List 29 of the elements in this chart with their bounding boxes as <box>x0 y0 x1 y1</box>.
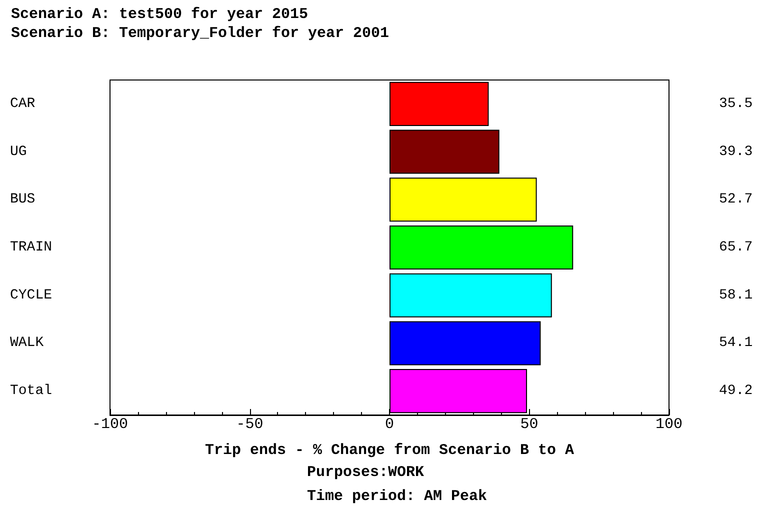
y-tick-label: CYCLE <box>10 287 52 304</box>
y-tick-label: BUS <box>10 192 36 208</box>
data-label: 49.2 <box>719 383 753 400</box>
text: Purposes:WORK <box>307 464 424 481</box>
x-tick-label: -50 <box>236 416 264 433</box>
chart-title: Scenario A: test500 for year 2015 <box>11 6 308 23</box>
y-tick-label: Total <box>10 383 52 400</box>
bar <box>390 321 541 366</box>
y-tick-label: WALK <box>10 335 44 352</box>
data-label: 54.1 <box>719 335 753 352</box>
x-tick-label: 100 <box>655 416 683 433</box>
x-tick-label: 50 <box>520 416 538 433</box>
chart-subtitle: Scenario B: Temporary_Folder for year 2001 <box>11 25 390 42</box>
y-tick-label: UG <box>10 144 27 160</box>
text: Time period: AM Peak <box>307 488 488 505</box>
bar <box>390 130 500 174</box>
data-label: 39.3 <box>719 144 753 160</box>
x-tick-label: 0 <box>384 416 394 433</box>
data-label: 52.7 <box>719 192 753 208</box>
bar <box>390 225 574 270</box>
y-tick-label: CAR <box>10 96 36 112</box>
x-axis-title: Trip ends - % Change from Scenario B to A <box>204 442 574 459</box>
data-label: 35.5 <box>719 96 753 112</box>
bar <box>390 178 537 222</box>
data-label: 65.7 <box>719 240 753 256</box>
data-label: 58.1 <box>719 287 753 304</box>
y-tick-label: TRAIN <box>10 240 52 256</box>
x-tick-label: -100 <box>92 416 128 433</box>
bar <box>390 273 552 318</box>
